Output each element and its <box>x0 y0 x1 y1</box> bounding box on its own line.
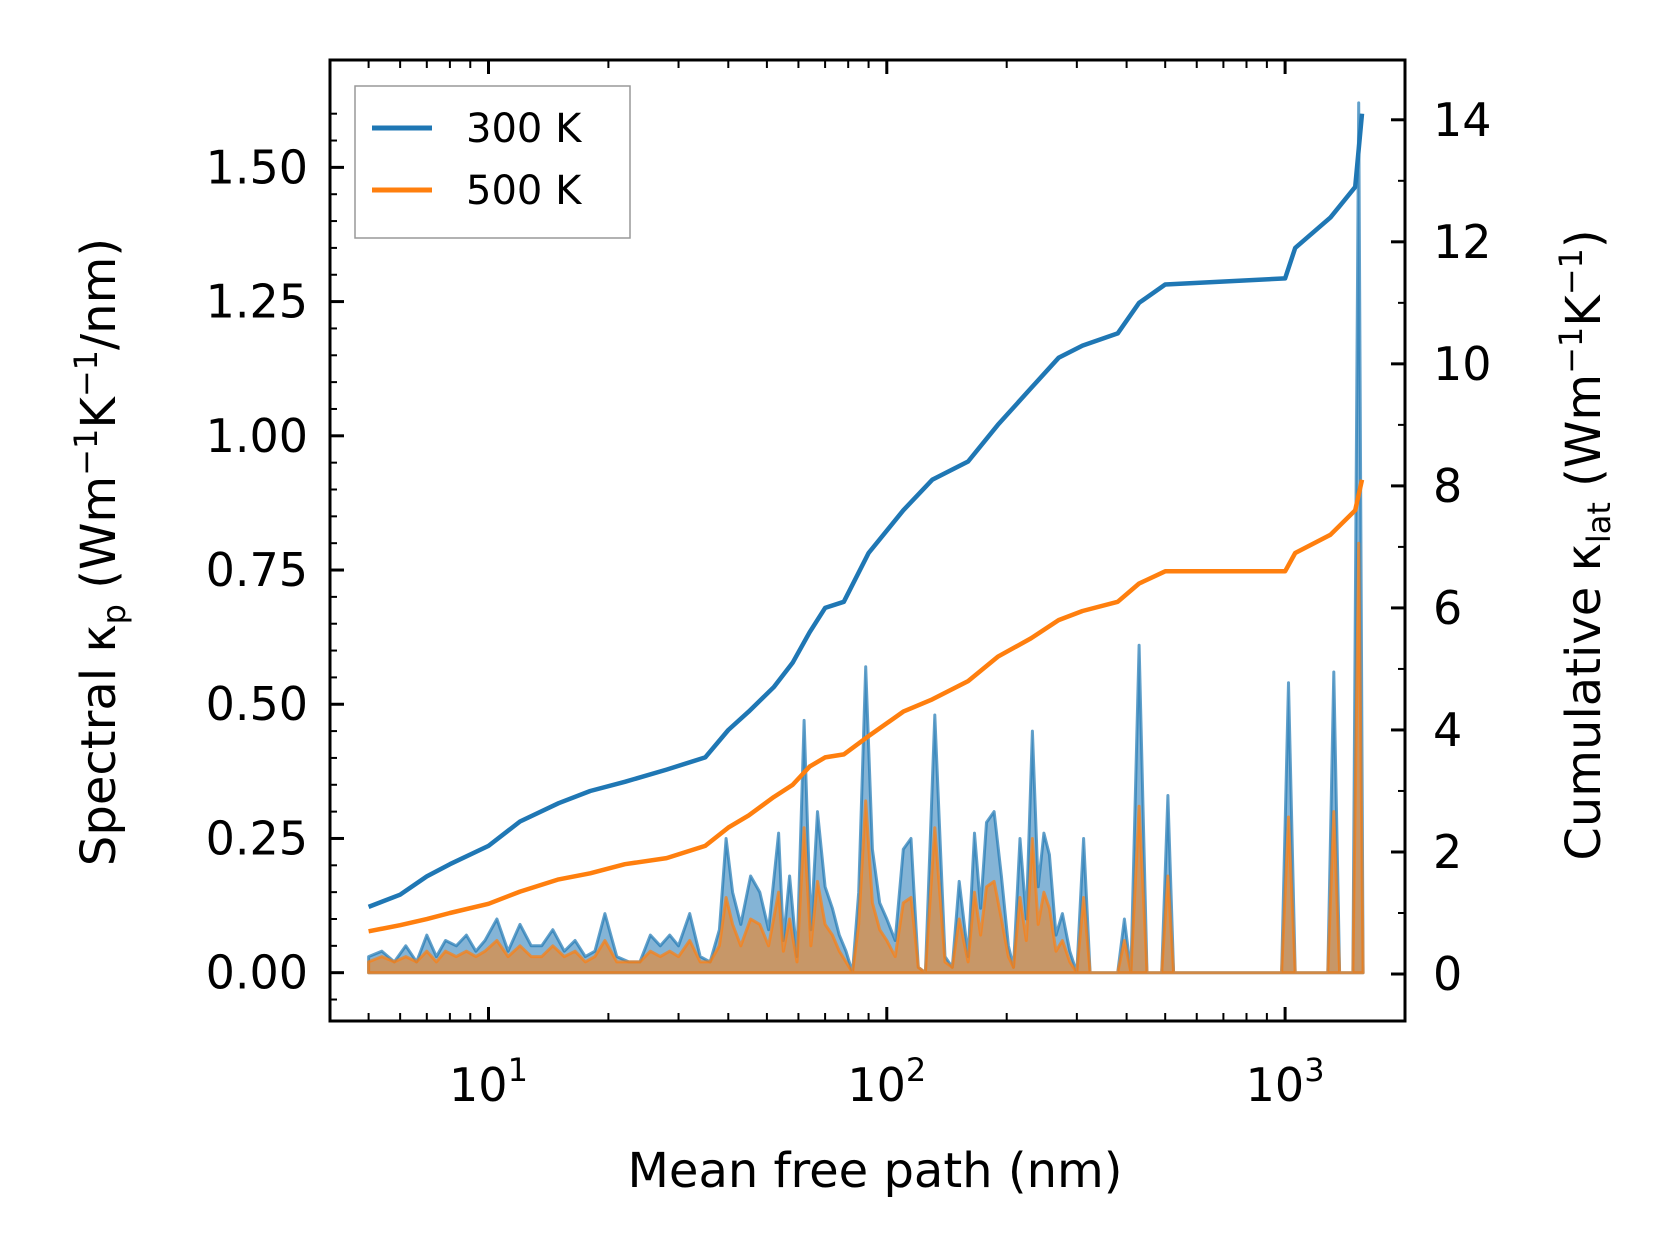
left-tick-label: 1.00 <box>206 409 308 463</box>
right-tick-label: 8 <box>1433 459 1462 513</box>
left-axis-title: Spectral κp (Wm−1K−1/nm) <box>67 238 133 866</box>
right-tick-label: 6 <box>1433 581 1462 635</box>
legend-box <box>354 85 631 239</box>
legend: 300 K 500 K <box>354 85 631 239</box>
axes-frame <box>328 58 1407 1023</box>
right-tick-label: 10 <box>1433 337 1492 391</box>
right-tick-label: 4 <box>1433 703 1462 757</box>
cumulative-line-500k <box>368 479 1365 934</box>
left-tick-label: 0.75 <box>206 543 308 597</box>
spectral-area-500k <box>367 541 1365 975</box>
legend-label-300k: 300 K <box>466 106 583 152</box>
x-tick-label: 102 <box>847 1051 926 1112</box>
right-tick-label: 2 <box>1433 825 1462 879</box>
left-tick-label: 0.25 <box>206 811 308 865</box>
left-tick-label: 1.50 <box>206 140 308 194</box>
x-tick-label: 101 <box>449 1051 528 1112</box>
x-axis-title: Mean free path (nm) <box>628 1143 1123 1199</box>
right-tick-label: 14 <box>1433 93 1492 147</box>
right-tick-label: 12 <box>1433 215 1492 269</box>
right-axis-label: Cumulative κlat (Wm−1K−1) <box>1552 229 1618 860</box>
right-axis-title: Cumulative κlat (Wm−1K−1) <box>1552 229 1618 860</box>
left-axis-label: Spectral κp (Wm−1K−1/nm) <box>67 238 133 866</box>
cumulative-line-300k <box>367 113 1365 909</box>
plot-area <box>367 101 1365 975</box>
left-tick-label: 1.25 <box>206 275 308 329</box>
legend-label-500k: 500 K <box>466 168 583 214</box>
right-tick-label: 0 <box>1433 947 1462 1001</box>
left-tick-label: 0.00 <box>206 946 308 1000</box>
x-tick-label: 103 <box>1246 1051 1325 1112</box>
x-axis-label: Mean free path (nm) <box>628 1143 1123 1199</box>
left-tick-label: 0.50 <box>206 677 308 731</box>
